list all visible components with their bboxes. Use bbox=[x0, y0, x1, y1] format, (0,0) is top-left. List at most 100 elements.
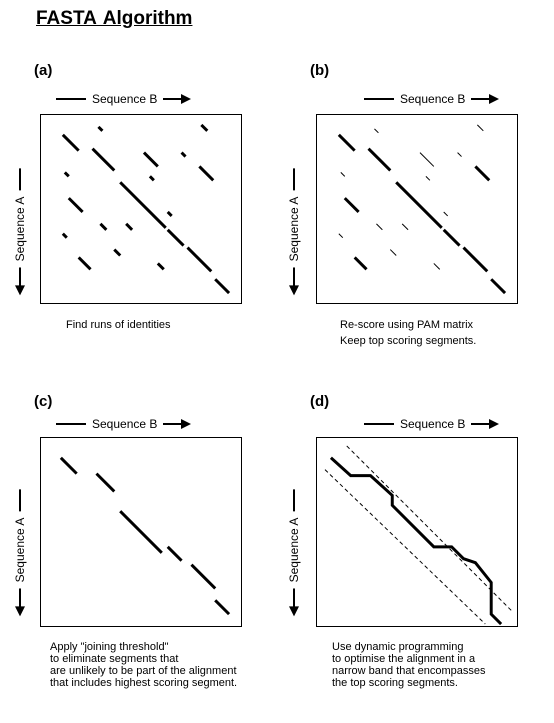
top-segment bbox=[395, 181, 443, 229]
top-segment bbox=[367, 147, 392, 172]
joined-segment bbox=[166, 545, 183, 562]
caption-line: narrow band that encompasses bbox=[332, 665, 486, 677]
top-segment bbox=[353, 256, 368, 271]
sequence-a-label: Sequence A bbox=[13, 196, 27, 262]
identity-run bbox=[198, 165, 215, 182]
right-arrow-icon bbox=[471, 94, 500, 104]
identity-run bbox=[200, 123, 209, 132]
caption: Re-score using PAM matrix Keep top scori… bbox=[340, 317, 476, 349]
low-segment bbox=[443, 211, 449, 217]
caption: Apply "joining threshold" to eliminate s… bbox=[50, 641, 237, 689]
top-segment bbox=[474, 165, 491, 182]
top-segment bbox=[442, 228, 461, 247]
sequence-b-axis: Sequence B bbox=[56, 417, 192, 431]
identity-run bbox=[97, 125, 104, 132]
sequence-b-label: Sequence B bbox=[92, 417, 158, 431]
down-arrow-icon bbox=[289, 267, 299, 296]
panel-label: (d) bbox=[310, 393, 330, 410]
low-segment bbox=[419, 152, 435, 167]
sequence-b-axis: Sequence B bbox=[364, 92, 500, 106]
identity-run bbox=[91, 147, 116, 172]
low-segment bbox=[376, 223, 383, 231]
dot-plot-segments bbox=[337, 124, 507, 295]
identity-run bbox=[180, 151, 187, 158]
sequence-b-label: Sequence B bbox=[400, 417, 466, 431]
identity-run bbox=[77, 256, 92, 271]
top-segment bbox=[490, 278, 507, 295]
identity-run bbox=[125, 222, 134, 231]
caption-line: the top scoring segments. bbox=[332, 677, 458, 689]
dot-plot bbox=[316, 114, 518, 304]
caption-line: Find runs of identities bbox=[66, 319, 171, 331]
caption-line: are unlikely to be part of the alignment bbox=[50, 665, 237, 677]
identity-run bbox=[67, 197, 84, 214]
dp-alignment-path bbox=[329, 456, 503, 626]
axis-line bbox=[19, 168, 21, 191]
sequence-b-axis: Sequence B bbox=[364, 417, 500, 431]
panel-c: (c) Sequence B Sequence A Apply "joining… bbox=[0, 393, 260, 723]
sequence-a-axis: Sequence A bbox=[8, 112, 32, 352]
low-segment bbox=[457, 152, 462, 157]
sequence-b-label: Sequence B bbox=[400, 92, 466, 106]
low-segment bbox=[340, 172, 346, 177]
axis-line bbox=[19, 489, 21, 512]
dot-plot-segments bbox=[59, 456, 231, 616]
dot-plot bbox=[40, 114, 242, 304]
identity-run bbox=[119, 181, 167, 229]
identity-run bbox=[99, 222, 108, 231]
caption: Find runs of identities bbox=[66, 317, 171, 333]
identity-run bbox=[186, 246, 213, 273]
dot-plot-segments bbox=[61, 123, 231, 295]
down-arrow-icon bbox=[15, 588, 25, 617]
low-segment bbox=[374, 128, 379, 134]
joined-segment bbox=[95, 472, 116, 493]
caption-line: Re-score using PAM matrix bbox=[340, 319, 474, 331]
sequence-a-axis: Sequence A bbox=[282, 433, 306, 673]
joined-segment bbox=[59, 456, 78, 475]
identity-run bbox=[142, 151, 159, 168]
caption-line: to eliminate segments that bbox=[50, 653, 179, 665]
identity-run bbox=[214, 278, 231, 295]
panel-b: (b) Sequence B Sequence A bbox=[280, 62, 540, 392]
identity-run bbox=[61, 232, 68, 239]
axis-line bbox=[56, 423, 86, 425]
sequence-a-label: Sequence A bbox=[287, 517, 301, 583]
low-segment bbox=[338, 233, 344, 239]
identity-run bbox=[61, 133, 80, 152]
top-segment bbox=[462, 246, 489, 273]
identity-run bbox=[156, 262, 165, 271]
identity-run bbox=[166, 210, 173, 217]
identity-run bbox=[63, 171, 70, 178]
caption-line: Use dynamic programming bbox=[332, 641, 464, 653]
panel-a: (a) Sequence B Sequence A bbox=[0, 62, 260, 392]
sequence-b-label: Sequence B bbox=[92, 92, 158, 106]
sequence-b-axis: Sequence B bbox=[56, 92, 192, 106]
axis-line bbox=[293, 489, 295, 512]
down-arrow-icon bbox=[289, 588, 299, 617]
joined-segment bbox=[190, 563, 217, 590]
sequence-a-axis: Sequence A bbox=[8, 433, 32, 673]
caption-line: Apply "joining threshold" bbox=[50, 641, 169, 653]
dot-plot-segments bbox=[324, 445, 514, 626]
axis-line bbox=[56, 98, 86, 100]
low-segment bbox=[425, 175, 431, 181]
low-segment bbox=[433, 263, 441, 270]
axis-line bbox=[364, 98, 394, 100]
dot-plot bbox=[40, 437, 242, 627]
axis-line bbox=[293, 168, 295, 191]
panel-label: (a) bbox=[34, 62, 53, 79]
right-arrow-icon bbox=[163, 419, 192, 429]
sequence-a-label: Sequence A bbox=[13, 517, 27, 583]
panel-label: (b) bbox=[310, 62, 330, 79]
right-arrow-icon bbox=[163, 94, 192, 104]
caption: Use dynamic programming to optimise the … bbox=[332, 641, 485, 689]
low-segment bbox=[477, 124, 484, 132]
joined-segment bbox=[119, 510, 163, 554]
caption-line: to optimise the alignment in a bbox=[332, 653, 476, 665]
band-lower-bound bbox=[324, 469, 486, 625]
band-upper-bound bbox=[346, 445, 514, 613]
joined-segment bbox=[214, 599, 231, 616]
dot-plot bbox=[316, 437, 518, 627]
panel-d: (d) Sequence B Sequence A Use dynamic pr… bbox=[280, 393, 540, 723]
low-segment bbox=[389, 249, 397, 256]
